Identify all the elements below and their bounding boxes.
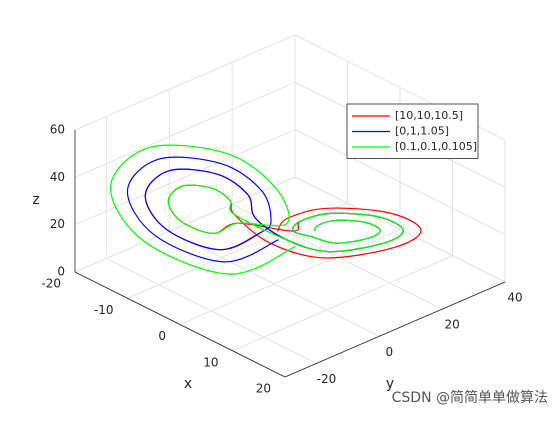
legend-label: [0.1,0.1,0.105] — [395, 140, 477, 153]
grid-line — [169, 230, 380, 337]
x-axis-label: x — [184, 376, 192, 392]
trajectory — [109, 144, 404, 275]
z-tick-label: 40 — [50, 170, 65, 184]
x-tick-label: -10 — [94, 303, 114, 317]
grid-line — [74, 81, 296, 178]
x-tick-label: -20 — [41, 277, 61, 291]
x-tick-label: 0 — [158, 329, 166, 343]
watermark: CSDN @简简单单做算法 — [392, 389, 548, 406]
legend-label: [10,10,10.5] — [395, 109, 463, 122]
y-tick-label: 0 — [385, 345, 393, 359]
grid-line — [232, 255, 453, 352]
y-tick-label: 40 — [507, 291, 522, 305]
y-axis — [284, 281, 506, 378]
grid-line — [179, 229, 401, 325]
grid-line — [74, 129, 296, 226]
z-tick-label: 0 — [57, 265, 65, 279]
z-tick-label: 20 — [50, 217, 65, 231]
grid-line — [294, 176, 506, 283]
x-tick-label: 20 — [256, 382, 271, 396]
legend-label: [0,1,1.05] — [395, 125, 449, 138]
x-axis — [74, 271, 286, 378]
grid-line — [294, 129, 506, 236]
grid-line — [231, 203, 443, 310]
z-tick-label: 60 — [50, 123, 65, 137]
y-axis-label: y — [386, 376, 394, 392]
y-tick-label: 20 — [445, 318, 460, 332]
grid-line — [127, 202, 348, 299]
grid-line — [106, 257, 317, 364]
y-tick-label: -20 — [317, 372, 337, 386]
legend: [10,10,10.5] [0,1,1.05] [0.1,0.1,0.105] — [346, 103, 479, 159]
grid-line — [74, 34, 296, 131]
z-axis-label: z — [32, 192, 39, 208]
x-tick-label: 10 — [203, 355, 218, 369]
